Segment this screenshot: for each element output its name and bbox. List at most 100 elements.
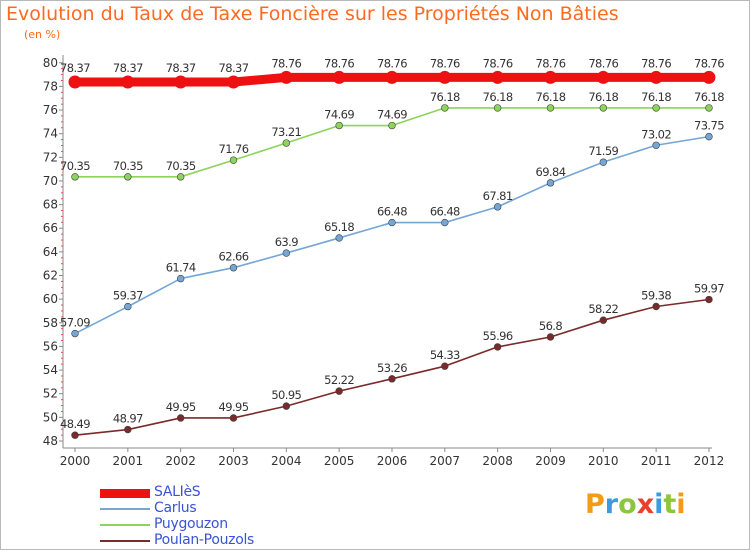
logo-letter: r	[604, 489, 619, 520]
data-point	[176, 274, 185, 283]
data-label: 78.76	[377, 56, 407, 70]
data-label: 66.48	[377, 205, 407, 219]
data-point	[176, 414, 185, 422]
data-point	[282, 249, 291, 257]
y-tick-label: 70	[43, 174, 58, 188]
data-point	[705, 295, 713, 304]
y-tick-label: 80	[43, 56, 58, 70]
data-label: 78.37	[60, 61, 90, 75]
data-label: 49.95	[166, 400, 196, 414]
legend-swatch	[100, 508, 150, 510]
data-label: 74.69	[324, 108, 354, 122]
logo-letter: t	[663, 489, 677, 520]
legend-label: Puygouzon	[154, 516, 228, 532]
y-tick-label: 78	[43, 79, 58, 93]
series-carlus: 57.09 59.37 61.74 62.66 63.9 65.18 66.48 66.48 6…	[60, 119, 725, 338]
data-point	[599, 316, 607, 324]
data-point	[282, 139, 291, 147]
data-point	[441, 362, 449, 370]
series-layer: 57.09 59.37 61.74 62.66 63.9 65.18 66.48 66.48 6…	[60, 56, 725, 439]
data-label: 73.02	[641, 127, 671, 141]
x-tick-label: 2008	[482, 454, 513, 468]
data-point	[71, 431, 79, 439]
y-tick-label: 74	[43, 127, 58, 141]
data-point	[599, 104, 607, 112]
data-point	[652, 141, 660, 149]
y-tick-label: 62	[43, 269, 58, 283]
data-label: 52.22	[324, 373, 354, 387]
x-tick-label: 2004	[271, 454, 302, 468]
chart-title: Evolution du Taux de Taxe Foncière sur l…	[6, 3, 619, 25]
y-tick-label: 60	[43, 292, 58, 306]
series-poulan-pouzols: 48.49 48.97 49.95 49.95 50.95 52.22 53.26 54.33…	[60, 282, 725, 439]
unit-label: (en %)	[24, 28, 61, 41]
data-label: 76.18	[694, 90, 724, 104]
logo-letter: x	[636, 489, 655, 520]
data-point	[124, 173, 132, 181]
data-point	[332, 70, 346, 84]
data-label: 48.97	[113, 412, 143, 426]
data-label: 78.76	[483, 56, 513, 70]
data-label: 78.76	[641, 56, 671, 70]
data-label: 57.09	[60, 316, 90, 330]
data-point	[493, 343, 502, 351]
data-point	[388, 375, 396, 383]
data-point	[599, 158, 607, 166]
legend-label: SALIèS	[154, 484, 201, 500]
x-tick-label: 2000	[60, 454, 91, 468]
data-point	[229, 264, 238, 272]
data-point	[705, 104, 713, 112]
data-point	[441, 218, 449, 227]
data-label: 76.18	[588, 90, 618, 104]
legend-swatch	[100, 524, 150, 526]
data-label: 62.66	[219, 250, 249, 264]
data-label: 73.75	[694, 119, 724, 133]
series-puygouzon: 70.35 70.35 70.35 71.76 73.21 74.69 74.69 76.18…	[60, 90, 725, 181]
data-point	[282, 402, 291, 410]
proxiti-logo: Proxiti	[585, 489, 686, 520]
data-point	[596, 70, 610, 84]
data-point	[229, 414, 238, 422]
data-point	[121, 75, 135, 89]
data-point	[279, 70, 293, 84]
data-point	[335, 121, 343, 130]
data-point	[124, 425, 132, 434]
data-point	[124, 302, 132, 311]
y-tick-label: 56	[43, 339, 58, 353]
logo-letter: i	[676, 489, 686, 520]
data-label: 61.74	[166, 261, 196, 275]
x-tick-label: 2009	[535, 454, 566, 468]
logo-letter: P	[585, 489, 605, 520]
data-label: 78.37	[113, 61, 143, 75]
data-point	[388, 121, 396, 130]
data-label: 78.37	[166, 61, 196, 75]
data-label: 76.18	[430, 90, 460, 104]
data-point	[546, 333, 555, 341]
data-label: 70.35	[166, 159, 196, 173]
x-tick-label: 2001	[113, 454, 144, 468]
data-label: 70.35	[113, 159, 143, 173]
legend-label: Carlus	[154, 500, 197, 516]
data-point	[71, 173, 79, 181]
data-point	[702, 70, 716, 84]
chart-axes: 48 50 52 54 56 58 60 62 64 66 68 70 72 74 76 78 80 2000 20…	[43, 55, 724, 468]
data-label: 69.84	[536, 165, 566, 179]
data-label: 59.37	[113, 289, 143, 303]
data-point	[226, 75, 240, 89]
data-label: 70.35	[60, 159, 90, 173]
data-point	[438, 70, 452, 84]
series-sali-s: 78.37 78.37 78.37 78.37 78.76 78.76 78.76 78.76…	[60, 56, 725, 89]
data-label: 54.33	[430, 348, 460, 362]
data-point	[68, 75, 82, 89]
data-point	[176, 173, 185, 181]
data-label: 58.22	[588, 302, 618, 316]
data-point	[493, 104, 502, 112]
y-tick-label: 48	[43, 434, 58, 448]
data-point	[441, 104, 449, 112]
data-label: 66.48	[430, 205, 460, 219]
y-tick-label: 66	[43, 221, 58, 235]
y-tick-label: 52	[43, 387, 58, 401]
data-point	[491, 70, 505, 84]
data-label: 65.18	[324, 220, 354, 234]
